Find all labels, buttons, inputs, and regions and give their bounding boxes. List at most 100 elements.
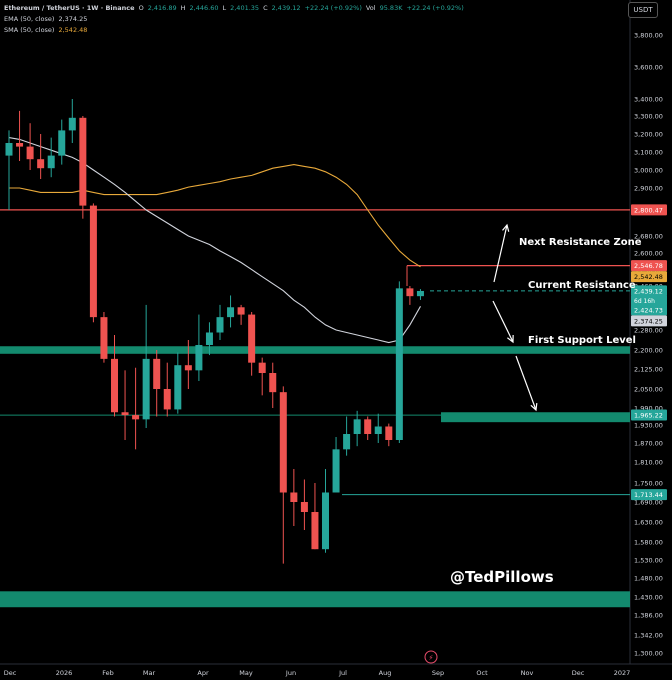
price-tick-label: 1,580.00 [634,539,663,547]
candle-body [353,419,361,434]
support-zone-band [0,591,630,608]
arrow-to-next-resistance-head [502,223,510,232]
arrow-to-lower-support [515,355,537,411]
chart-legend: Ethereum / TetherUS · 1W · Binance O 2,41… [4,3,464,36]
price-tick-label: 1,530.00 [634,557,663,565]
candle-body [79,117,87,206]
author-handle: @TedPillows [450,568,554,586]
next-resistance-label: Next Resistance Zone [519,237,642,248]
candle-body [26,146,34,160]
time-tick-label: May [239,669,253,677]
time-tick-label: 2026 [56,669,73,677]
price-tick-label: 1,750.00 [634,480,663,488]
candle-body [311,512,319,550]
price-tag-bg [631,409,667,421]
price-tag-bg [631,315,667,327]
candle-body [269,373,277,393]
price-tick-label: 1,810.00 [634,459,663,467]
candle-body [100,317,108,359]
arrow-to-next-resistance [493,224,508,283]
first-support-label: First Support Level [528,335,636,346]
price-tick-label: 2,200.00 [634,347,663,355]
candle-body [258,362,266,373]
candle-body [406,288,414,297]
sma-50-line [9,164,421,268]
candle-body [16,143,24,147]
price-tick-label: 2,680.00 [634,233,663,241]
candle-body [374,426,382,434]
candle-body [290,492,298,502]
candle-body [184,365,192,371]
price-tick-label: 1,300.00 [634,650,663,658]
sma-value: 2,542.48 [58,26,88,34]
candle-body [395,288,403,440]
candle-body [279,392,287,493]
candle-body [216,317,224,333]
price-tick-label: 3,600.00 [634,64,663,72]
price-tick-label: 1,430.00 [634,594,663,602]
lightning-glyph: ⚡ [429,654,434,662]
time-tick-label: Aug [379,669,392,677]
support-zone-band [441,412,630,423]
candle-body [343,434,351,450]
candle-body [89,205,97,318]
currency-selector[interactable]: USDT [628,2,658,18]
candle-body [153,358,161,389]
candle-body [332,449,340,493]
arrow-to-lower-support-head [530,402,538,412]
support-zone-band [0,346,630,354]
time-tick-label: Sep [432,669,444,677]
price-tag-label: 2,439.12 [634,287,663,295]
countdown-bg [631,295,667,305]
ema-50-line [8,137,421,344]
candle-body [111,358,118,413]
price-tag-label: 2,424.73 [634,306,663,314]
price-tick-label: 1,690.00 [634,499,663,507]
candle-body [248,314,256,363]
price-tick-label: 2,600.00 [634,250,663,258]
price-tick-label: 3,100.00 [634,149,663,157]
ema-value: 2,374.25 [58,15,88,23]
price-tag-bg [631,260,667,272]
time-tick-label: Oct [476,669,488,677]
time-tick-label: Feb [102,669,114,677]
price-tick-label: 3,800.00 [634,32,663,40]
arrow-to-first-support [492,300,514,343]
ohlc-high: 2,446.60 [189,4,219,12]
ohlc-open: 2,416.89 [147,4,177,12]
candle-body [174,365,182,410]
candle-body [227,307,235,318]
candle-body [5,143,13,156]
ema-label: EMA (50, close) [4,15,55,23]
candle-body [58,130,66,156]
ohlc-o-label: O [138,4,144,12]
price-tag-label: 2,800.47 [634,206,663,214]
price-tag-bg [631,271,667,283]
time-tick-label: Dec [572,669,585,677]
price-tick-label: 1,630.00 [634,519,663,527]
candle-body [322,492,329,550]
time-tick-label: Nov [521,669,534,677]
price-tick-label: 1,480.00 [634,575,663,583]
candle-body [68,117,76,131]
sma-label: SMA (50, close) [4,26,55,34]
price-change: +22.24 (+0.92%) [304,4,362,12]
candle-body [385,426,393,440]
price-tick-label: 3,400.00 [634,96,663,104]
time-tick-label: Apr [197,669,209,677]
time-tick-label: Jul [338,669,347,677]
price-tag-label: 2,374.25 [634,317,663,325]
price-tick-label: 2,280.00 [634,327,663,335]
volume-change: +22.24 (+0.92%) [406,4,464,12]
price-tag-bg [631,285,667,297]
ohlc-low: 2,401.35 [230,4,260,12]
candle-body [37,159,45,169]
price-tick-label: 2,900.00 [634,185,663,193]
price-tick-label: 1,930.00 [634,422,663,430]
countdown-label: 6d 16h [634,298,655,305]
time-tick-label: 2027 [614,669,631,677]
current-resistance-label: Current Resistance [528,280,636,291]
price-tick-label: 1,386.00 [634,612,663,620]
